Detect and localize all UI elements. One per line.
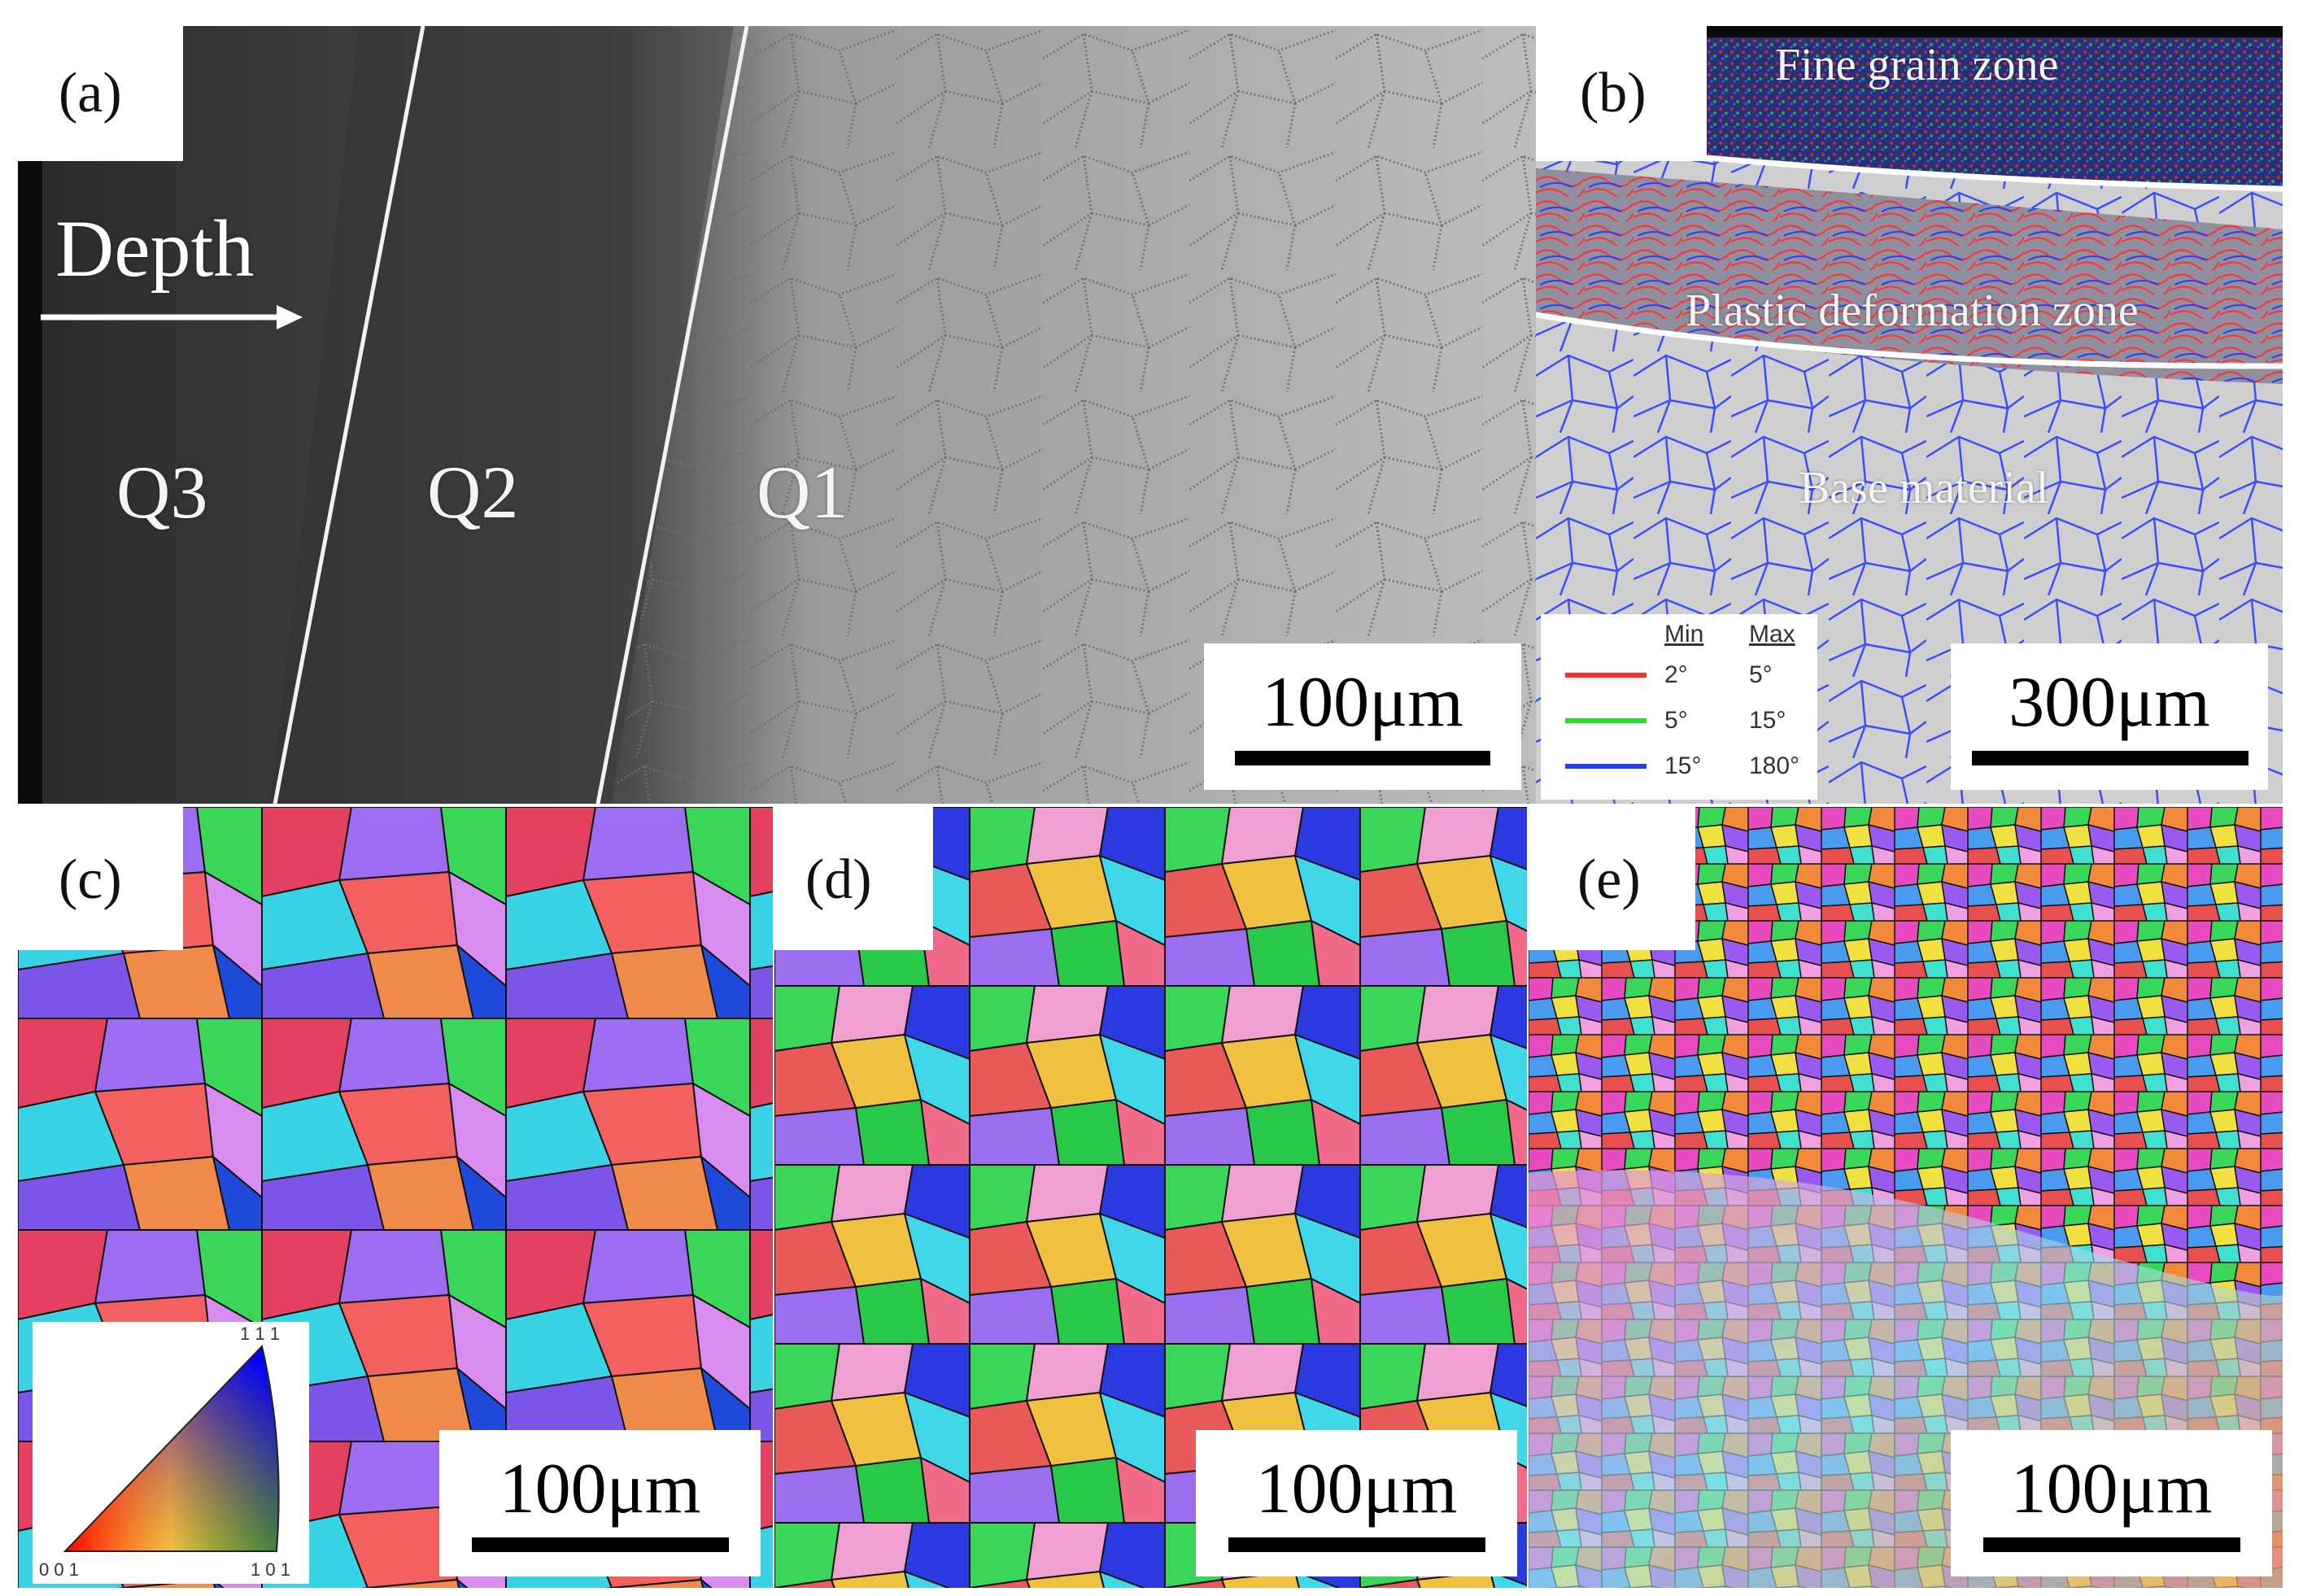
legend-header-max: Max (1749, 621, 1795, 648)
legend-header-min: Min (1664, 621, 1704, 648)
scale-bar-line (1983, 1537, 2240, 1552)
misorientation-legend: Min Max 2° 5° 5° 15° 15° 180° (1541, 614, 1817, 800)
panel-c-scale-text: 100μm (499, 1450, 701, 1528)
panel-a-label: (a) (59, 62, 122, 124)
ipf-triangle (63, 1344, 280, 1552)
panel-d-scale-text: 100μm (1255, 1450, 1458, 1528)
legend-red-line (1565, 673, 1647, 678)
panel-d-scale-bar: 100μm (1196, 1430, 1517, 1576)
panel-b-scale-text: 300μm (2009, 663, 2210, 742)
ipf-101-label: 1 0 1 (251, 1559, 290, 1580)
panel-b-label-box: (b) (1536, 0, 1707, 161)
panel-d-label: (d) (805, 848, 872, 911)
scale-bar-line (1235, 751, 1490, 765)
plastic-deformation-zone-label: Plastic deformation zone (1686, 286, 2139, 336)
panel-c-label: (c) (59, 848, 122, 911)
base-material-label: Base material (1799, 463, 2049, 513)
legend-blue-line (1565, 764, 1647, 769)
legend-green-line (1565, 718, 1647, 723)
scale-bar-line (1228, 1537, 1485, 1552)
legend-row2-min: 5° (1664, 707, 1688, 734)
legend-row1-max: 5° (1749, 661, 1773, 688)
scale-bar-line (472, 1537, 729, 1552)
panel-e-label-box: (e) (1529, 807, 1695, 950)
panel-c-scale-bar: 100μm (439, 1430, 761, 1576)
scale-bar-line (1972, 751, 2248, 765)
panel-a-scale-text: 100μm (1262, 663, 1463, 742)
zone-boundary-lines (41, 25, 749, 805)
panel-e-label: (e) (1577, 848, 1641, 911)
zone-q1-label: Q1 (757, 451, 848, 534)
panel-b-scale-bar: 300μm (1951, 643, 2268, 790)
panel-e-scale-text: 100μm (2010, 1450, 2213, 1528)
legend-row3-max: 180° (1749, 752, 1800, 779)
legend-row3-min: 15° (1664, 752, 1702, 779)
zone-q3-label: Q3 (116, 451, 208, 534)
ipf-001-label: 0 0 1 (39, 1559, 79, 1580)
panel-d-label-box: (d) (774, 807, 933, 950)
panel-e-scale-bar: 100μm (1951, 1430, 2272, 1576)
ipf-color-key: 1 1 1 0 0 1 1 0 1 (33, 1322, 309, 1584)
ipf-111-label: 1 1 1 (240, 1323, 280, 1344)
legend-row2-max: 15° (1749, 707, 1786, 734)
zone-q2-label: Q2 (427, 451, 519, 534)
panel-b-label: (b) (1580, 62, 1647, 124)
fine-grain-zone-label: Fine grain zone (1775, 40, 2059, 90)
legend-row1-min: 2° (1664, 661, 1688, 688)
panel-a-scale-bar: 100μm (1204, 643, 1521, 790)
panel-a-label-box: (a) (0, 0, 183, 161)
depth-label: Depth (55, 203, 255, 294)
panel-c-label-box: (c) (0, 807, 183, 950)
